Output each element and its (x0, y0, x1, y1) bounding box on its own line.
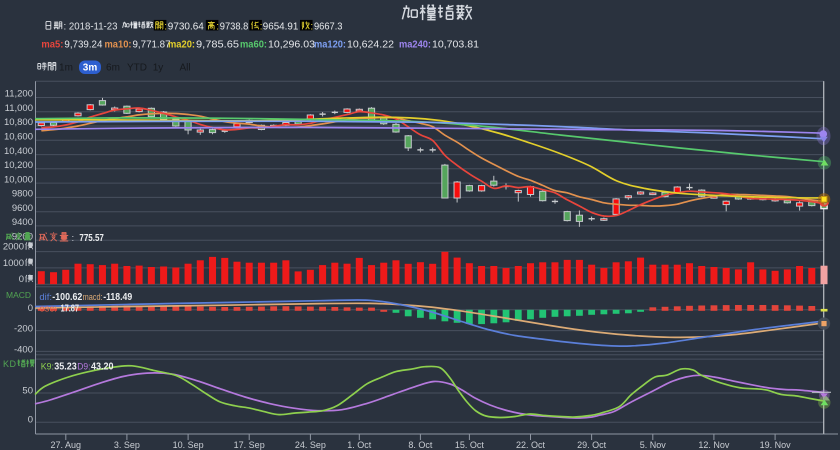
svg-text:-100.62: -100.62 (52, 292, 82, 303)
svg-text:1000: 1000 (3, 258, 24, 269)
svg-text:3. Sep: 3. Sep (114, 440, 140, 450)
svg-text:29. Oct: 29. Oct (577, 440, 607, 450)
svg-text:D: D (10, 359, 17, 369)
svg-text:8. Oct: 8. Oct (408, 440, 433, 450)
svg-text:-200: -200 (14, 324, 33, 335)
svg-text:10,624.22: 10,624.22 (347, 38, 394, 50)
svg-text:10,703.81: 10,703.81 (432, 38, 479, 50)
svg-text:0: 0 (19, 274, 24, 285)
svg-text:10,296.03: 10,296.03 (268, 38, 315, 50)
svg-text:-400: -400 (14, 344, 33, 355)
svg-text:10,200: 10,200 (4, 160, 33, 171)
svg-text:dif:: dif: (39, 292, 52, 303)
svg-text:50: 50 (22, 385, 33, 396)
svg-text::: : (164, 20, 167, 32)
svg-text:ma10:: ma10: (105, 39, 132, 50)
svg-text:ma60:: ma60: (240, 39, 267, 50)
svg-text:9800: 9800 (12, 189, 33, 200)
svg-text:11,200: 11,200 (5, 89, 33, 100)
svg-text:osc:: osc: (39, 304, 56, 315)
svg-text:1m: 1m (59, 63, 73, 74)
svg-text:19. Nov: 19. Nov (760, 440, 792, 450)
svg-text:1. Oct: 1. Oct (347, 440, 372, 450)
svg-text:YTD: YTD (127, 63, 147, 74)
svg-text:0: 0 (28, 415, 33, 426)
svg-text:10,000: 10,000 (4, 174, 33, 185)
svg-text:10,800: 10,800 (4, 117, 33, 128)
svg-text:9730.64: 9730.64 (168, 20, 204, 32)
svg-text::: : (72, 233, 75, 244)
svg-text:9200: 9200 (12, 231, 33, 242)
svg-text:K9:: K9: (41, 361, 54, 372)
svg-text:ma120:: ma120: (314, 39, 346, 50)
svg-text::: : (216, 20, 219, 32)
svg-text:ma5:: ma5: (41, 39, 63, 50)
svg-text:9400: 9400 (12, 217, 33, 228)
svg-text::: : (310, 20, 313, 32)
svg-text:9738.8: 9738.8 (220, 20, 249, 32)
svg-text:43.20: 43.20 (91, 361, 114, 372)
svg-text:3m: 3m (83, 63, 98, 74)
svg-text:macd:: macd: (83, 292, 103, 303)
svg-text:24. Sep: 24. Sep (295, 440, 326, 450)
svg-text:17. Sep: 17. Sep (234, 440, 265, 450)
svg-text:0: 0 (28, 303, 33, 314)
svg-text:27. Aug: 27. Aug (51, 440, 82, 450)
svg-text:22. Oct: 22. Oct (516, 440, 546, 450)
svg-text:12. Nov: 12. Nov (698, 440, 730, 450)
svg-text:2000: 2000 (3, 242, 24, 253)
svg-text:1y: 1y (153, 63, 164, 74)
svg-text:9,771.87: 9,771.87 (133, 38, 171, 50)
svg-text:9,785.65: 9,785.65 (196, 38, 239, 50)
svg-text:10,400: 10,400 (4, 146, 33, 157)
svg-text:9667.3: 9667.3 (314, 20, 343, 32)
svg-text:D9:: D9: (77, 361, 90, 372)
svg-text:K: K (3, 359, 9, 369)
svg-text:6m: 6m (106, 63, 120, 74)
svg-text:: 2018-11-23: : 2018-11-23 (64, 20, 118, 32)
svg-text:ma240:: ma240: (399, 39, 431, 50)
svg-text:9600: 9600 (12, 203, 33, 214)
svg-text:All: All (179, 63, 190, 74)
svg-text:9,739.24: 9,739.24 (64, 38, 102, 50)
svg-text:10. Sep: 10. Sep (173, 440, 204, 450)
svg-text:11,000: 11,000 (5, 103, 33, 114)
svg-text::: : (260, 20, 263, 32)
svg-text:ma20:: ma20: (168, 39, 195, 50)
svg-text:10,600: 10,600 (4, 132, 33, 143)
svg-text:-118.49: -118.49 (103, 292, 132, 303)
svg-text:5. Nov: 5. Nov (640, 440, 667, 450)
svg-text:35.23: 35.23 (54, 361, 77, 372)
svg-text:17.87: 17.87 (61, 304, 80, 315)
svg-text:775.57: 775.57 (79, 233, 104, 244)
svg-text:MACD: MACD (6, 290, 31, 300)
svg-text:15. Oct: 15. Oct (455, 440, 485, 450)
svg-text:9654.91: 9654.91 (263, 20, 299, 32)
